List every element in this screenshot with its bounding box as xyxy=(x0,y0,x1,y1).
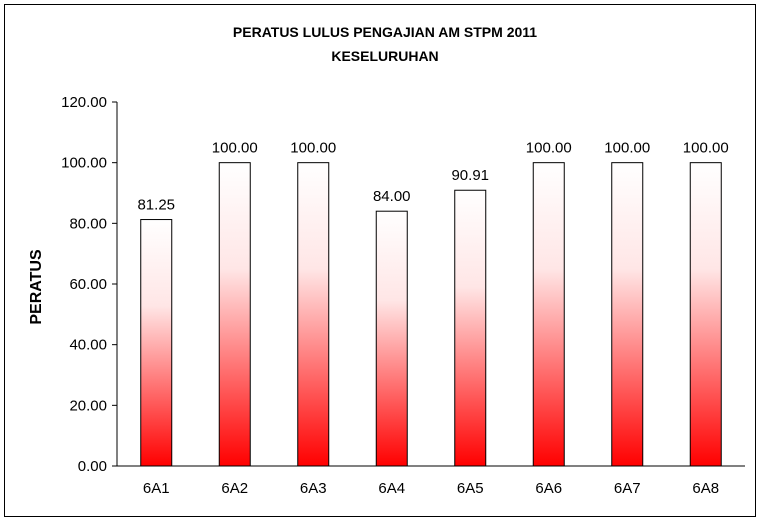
bar-6a3 xyxy=(297,162,330,467)
data-label-6a1: 81.25 xyxy=(137,197,175,214)
chart-title: PERATUS LULUS PENGAJIAN AM STPM 2011 xyxy=(233,24,537,40)
y-tick-label: 120.00 xyxy=(61,94,107,111)
data-label-6a7: 100.00 xyxy=(604,140,650,157)
category-label-6a7: 6A7 xyxy=(614,480,641,497)
data-label-6a3: 100.00 xyxy=(290,140,336,157)
category-label-6a2: 6A2 xyxy=(221,480,248,497)
category-label-6a4: 6A4 xyxy=(378,480,405,497)
data-label-6a5: 90.91 xyxy=(451,167,489,184)
bar-6a4 xyxy=(375,210,408,467)
data-labels: 81.25 100.00 100.00 84.00 90.91 100.00 100.00 1… xyxy=(137,140,728,214)
category-label-6a6: 6A6 xyxy=(535,480,562,497)
bar-6a7 xyxy=(611,162,644,467)
chart-subtitle: KESELURUHAN xyxy=(331,48,438,64)
y-axis-ticks: 0.00 20.00 40.00 60.00 80.00 100.00 120.00 xyxy=(61,94,117,475)
bars xyxy=(140,162,722,467)
y-tick-label: 100.00 xyxy=(61,155,107,172)
chart-area: PERATUS LULUS PENGAJIAN AM STPM 2011 KES… xyxy=(4,4,756,517)
x-axis-categories: 6A1 6A2 6A3 6A4 6A5 6A6 6A7 6A8 xyxy=(143,480,719,497)
y-axis-label: PERATUS xyxy=(28,249,45,325)
bar-6a6 xyxy=(532,162,565,467)
y-tick-label: 60.00 xyxy=(69,276,107,293)
category-label-6a5: 6A5 xyxy=(457,480,484,497)
chart-svg: PERATUS LULUS PENGAJIAN AM STPM 2011 KES… xyxy=(28,24,745,497)
bar-6a2 xyxy=(218,162,251,467)
category-label-6a3: 6A3 xyxy=(300,480,327,497)
data-label-6a8: 100.00 xyxy=(683,140,729,157)
y-tick-label: 40.00 xyxy=(69,337,107,354)
y-tick-label: 0.00 xyxy=(78,458,107,475)
category-label-6a8: 6A8 xyxy=(692,480,719,497)
category-label-6a1: 6A1 xyxy=(143,480,170,497)
data-label-6a6: 100.00 xyxy=(526,140,572,157)
y-tick-label: 80.00 xyxy=(69,215,107,232)
data-label-6a2: 100.00 xyxy=(212,140,258,157)
bar-6a8 xyxy=(689,162,722,467)
data-label-6a4: 84.00 xyxy=(373,188,411,205)
y-tick-label: 20.00 xyxy=(69,397,107,414)
bar-6a1 xyxy=(140,219,173,467)
bar-6a5 xyxy=(454,189,487,467)
